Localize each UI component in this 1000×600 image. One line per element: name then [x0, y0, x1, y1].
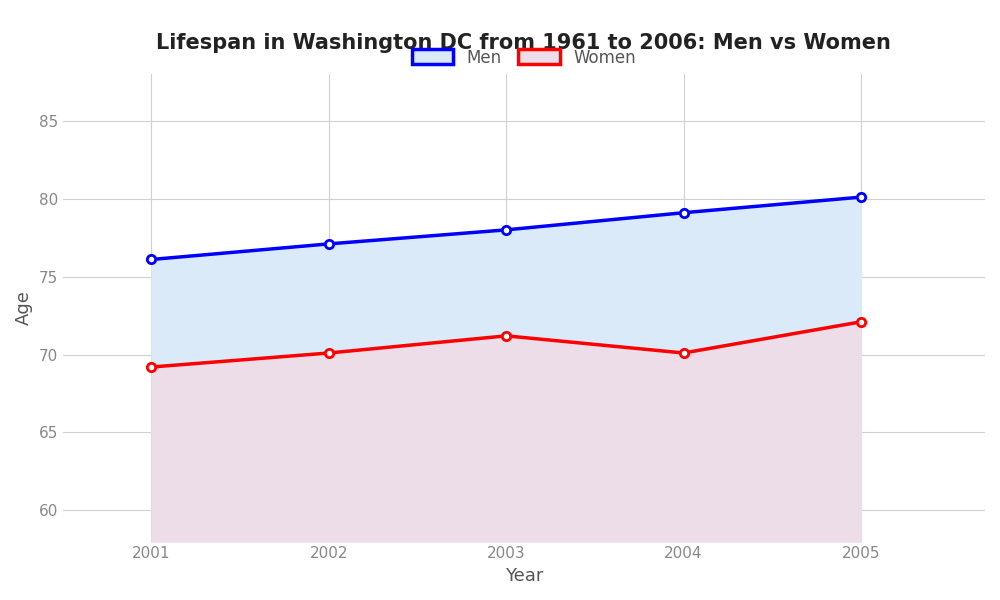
Women: [500, 332, 512, 340]
Y-axis label: Age: Age: [15, 290, 33, 325]
Line: Women: Women: [147, 317, 865, 371]
Men: [323, 240, 335, 247]
Legend: Men, Women: Men, Women: [403, 40, 644, 75]
Line: Men: Men: [147, 193, 865, 263]
Men: [500, 226, 512, 233]
Women: [323, 349, 335, 356]
X-axis label: Year: Year: [505, 567, 543, 585]
Men: [678, 209, 690, 217]
Women: [855, 318, 867, 325]
Men: [145, 256, 157, 263]
Title: Lifespan in Washington DC from 1961 to 2006: Men vs Women: Lifespan in Washington DC from 1961 to 2…: [156, 33, 891, 53]
Women: [145, 364, 157, 371]
Women: [678, 349, 690, 356]
Men: [855, 194, 867, 201]
